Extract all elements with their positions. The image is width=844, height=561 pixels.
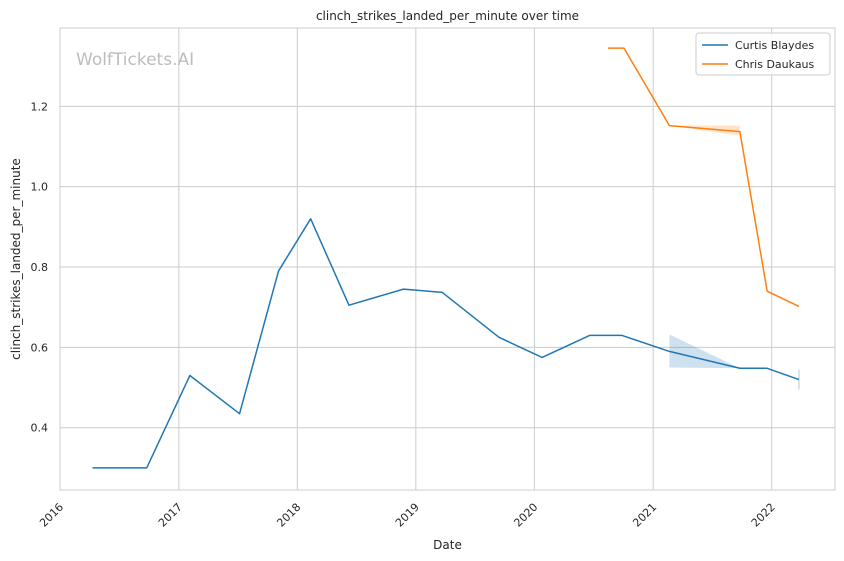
series-lines: [92, 47, 800, 469]
y-tick-label: 0.4: [31, 422, 49, 435]
series-line-0: [92, 218, 800, 469]
watermark: WolfTickets.AI: [76, 50, 194, 70]
y-tick-labels: 0.4 0.6 0.8 1.0 1.2: [31, 100, 49, 434]
y-tick-label: 0.6: [31, 341, 49, 354]
y-tick-label: 1.2: [31, 100, 49, 113]
y-axis-label: clinch_strikes_landed_per_minute: [9, 158, 23, 360]
grid: [59, 28, 835, 490]
confidence-band-0: [669, 334, 740, 369]
y-tick-label: 1.0: [31, 181, 49, 194]
plot-frame: [59, 27, 836, 491]
chart-title: clinch_strikes_landed_per_minute over ti…: [316, 9, 579, 23]
series-line-1: [608, 47, 800, 308]
confidence-band-1: [669, 125, 740, 136]
x-axis-label: Date: [433, 538, 462, 552]
legend-label: Chris Daukaus: [735, 58, 815, 71]
legend: Curtis Blaydes Chris Daukaus: [695, 32, 831, 76]
legend-box: [695, 32, 831, 76]
legend-label: Curtis Blaydes: [735, 39, 814, 52]
y-tick-label: 0.8: [31, 261, 49, 274]
